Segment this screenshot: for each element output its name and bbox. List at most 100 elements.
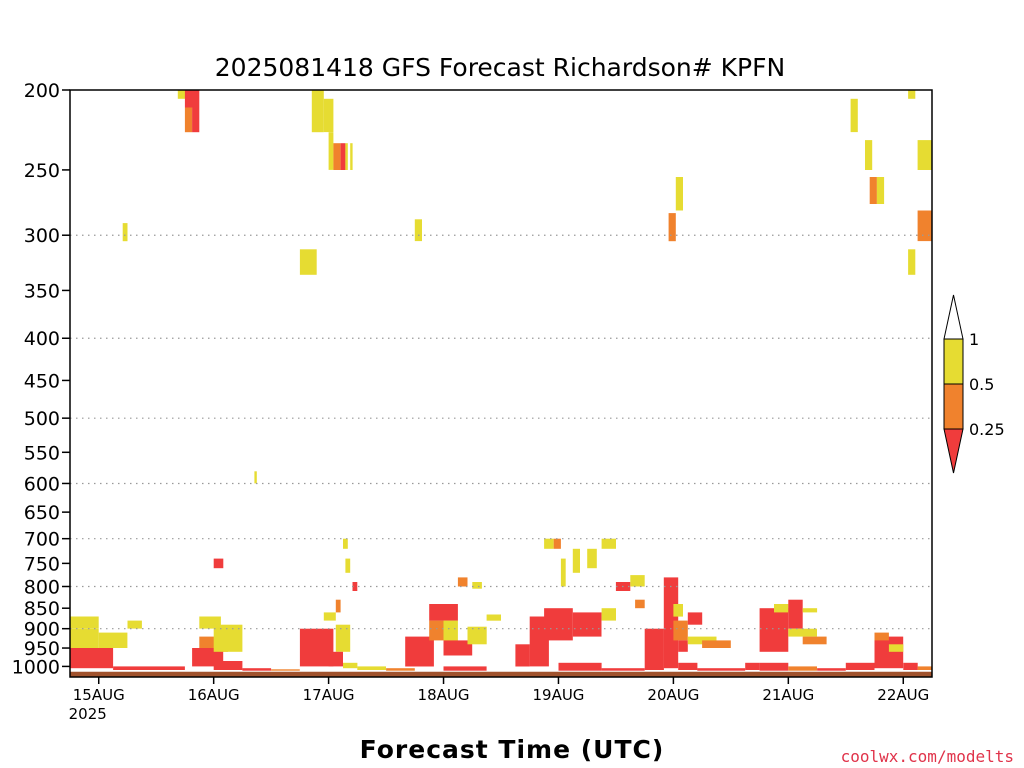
ri-cell-low [845,662,875,670]
ri-cell-high [587,548,597,569]
x-tick-label: 15AUG [73,686,125,704]
ri-cell-mid [333,143,341,170]
ri-cell-mid [874,632,889,641]
ri-cell-high [486,614,501,621]
ri-cell-high [335,624,351,652]
ri-cell-low [192,107,200,133]
credit-link[interactable]: coolwx.com/modelts [841,747,1014,766]
grid-lines [70,234,932,630]
ri-cell-high [350,143,353,170]
ri-cell-high [343,538,348,549]
ri-cell-low [299,628,334,667]
ri-cell-high [876,177,885,204]
ri-cell-mid [386,668,415,671]
ri-cell-high [572,548,580,573]
chart-title: 2025081418 GFS Forecast Richardson# KPFN [215,53,785,82]
ri-cell-high [98,632,128,648]
ri-cell-high [213,624,243,652]
ri-cell-low [340,143,346,170]
y-tick-label-450: 450 [24,370,60,392]
ri-cell-low [759,608,789,652]
x-tick-label: 16AUG [188,686,240,704]
ri-cell-low [70,648,114,669]
ri-cell-low [903,662,918,670]
ri-cell-mid [802,636,827,645]
ri-cell-low [678,662,698,670]
ri-cell-high [343,662,358,669]
ri-cell-low [242,668,272,671]
ri-cell-low [644,628,664,670]
ri-cell-mid [917,210,932,242]
ri-cell-low [788,599,803,629]
ri-cell-mid [553,538,561,549]
y-tick-label-250: 250 [24,160,60,182]
x-tick-label: 18AUG [418,686,470,704]
y-tick-label-400: 400 [24,328,60,350]
colorbar-high [943,338,964,385]
ri-cell-high [254,471,257,484]
ri-cell-high [70,628,99,649]
ri-cell-high [917,140,932,170]
ri-cell-low [113,666,185,670]
ri-cell-low [687,612,703,625]
ri-cell-low [678,640,688,652]
ri-cell-high [560,558,566,587]
ground-band [70,671,932,677]
colorbar-label: 0.25 [969,420,1005,439]
ri-cell-mid [869,177,877,204]
ri-cell-mid [917,666,932,670]
x-tick-label: 20AUG [647,686,699,704]
y-tick-label-950: 950 [24,638,60,660]
colorbar-top-triangle [943,294,964,340]
ri-cell-low [405,636,434,667]
colorbar-legend: 1 0.5 0.25 [943,294,1005,474]
ri-cell-high [675,177,683,211]
ri-cell-high [122,223,128,242]
ri-cell-high [328,132,334,170]
ri-cell-mid [635,599,645,609]
y-tick-label-800: 800 [24,576,60,598]
ri-cell-high [850,98,858,133]
y-tick-label-700: 700 [24,529,60,551]
ri-cell-low [572,612,602,637]
ri-cell-high [788,628,817,637]
ri-cell-low [213,558,224,569]
ri-cell-high [323,612,336,621]
y-tick-label-500: 500 [24,408,60,430]
ri-cell-high [888,644,904,652]
ri-cell-low [759,662,789,671]
ri-cell-low [697,668,746,671]
ri-cell-low [443,640,473,656]
ri-cell-low [544,608,573,641]
x-tick-sublabel: 2025 [69,705,107,723]
ri-cell-high [414,219,422,242]
x-axis-label: Forecast Time (UTC) [360,735,665,764]
ri-cell-mid [457,577,468,587]
y-tick-label-650: 650 [24,502,60,524]
ri-cell-low [352,582,358,591]
ri-cell-mid [673,620,688,641]
y-axis-ticks: 200 250 300 350 400 450 500 550 600 650 7007508008… [12,80,70,678]
ri-cell-high [299,249,317,275]
ri-cell-high [601,608,616,621]
ri-cell-high [70,616,99,629]
ri-cell-low [184,90,200,108]
ri-cell-mid [702,640,731,648]
x-tick-label: 22AUG [877,686,929,704]
ri-cell-low [874,636,904,669]
ri-cell-mid [668,213,676,242]
ri-cell-high [802,608,818,613]
ri-cell-low [601,668,645,671]
ri-cell-mid [271,669,300,671]
colorbar-bottom-triangle [943,428,964,474]
ri-cell-mid [184,107,193,133]
ri-cell-mid [788,666,817,671]
y-tick-label-550: 550 [24,442,60,464]
ri-cell-low [328,651,343,667]
ri-cell-high [472,582,482,589]
ri-cell-high [443,620,458,645]
ri-cell-mid [335,599,341,613]
ri-cell-low [429,604,458,621]
ri-cell-high [908,90,916,99]
